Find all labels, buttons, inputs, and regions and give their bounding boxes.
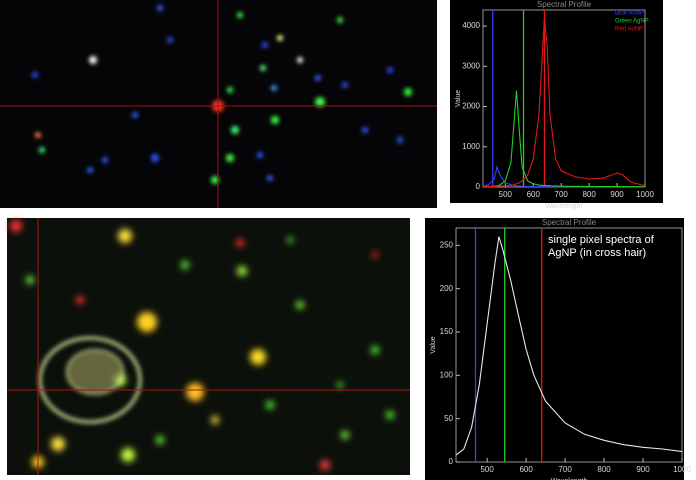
x-tick-label: 900: [610, 190, 624, 199]
particle: [137, 312, 157, 332]
annotation: single pixel spectra of: [548, 234, 655, 246]
y-tick-label: 0: [449, 457, 454, 466]
y-tick-label: 200: [440, 284, 454, 293]
particle: [397, 137, 403, 143]
y-axis-label: Value: [430, 336, 437, 353]
particle: [362, 127, 368, 133]
particle: [337, 382, 343, 388]
particle: [257, 152, 263, 158]
particle: [297, 57, 303, 63]
particle: [404, 88, 412, 96]
x-tick-label: 900: [636, 465, 650, 474]
micrograph-bottom: [7, 218, 410, 475]
y-tick-label: 100: [440, 370, 454, 379]
y-tick-label: 4000: [462, 21, 480, 30]
legend-entry: Red AuNP: [615, 27, 643, 33]
particle: [102, 157, 108, 163]
x-tick-label: 1000: [636, 190, 654, 199]
spectrum-line: [483, 17, 646, 188]
particle: [342, 82, 348, 88]
x-tick-label: 800: [582, 190, 596, 199]
particle: [386, 411, 394, 419]
plot-frame: [455, 227, 683, 463]
particle: [260, 65, 266, 71]
x-tick-label: 600: [527, 190, 541, 199]
particle: [181, 261, 189, 269]
particle: [89, 56, 97, 64]
particle: [227, 87, 233, 93]
particles-bottom: [10, 220, 394, 470]
spectrum-line: [455, 236, 683, 456]
particle: [151, 154, 159, 162]
x-tick-label: 700: [558, 465, 572, 474]
particle: [315, 97, 325, 107]
chart-panel: [450, 0, 663, 203]
particle: [372, 252, 378, 258]
particle-ring: [38, 336, 142, 424]
particle: [341, 431, 349, 439]
particle-ring: [65, 348, 125, 396]
particle: [277, 35, 283, 41]
chart-title: Spectral Profile: [542, 218, 597, 227]
legend-entry: Blue AuNP: [615, 11, 644, 17]
particle: [121, 448, 135, 462]
particle: [10, 220, 22, 232]
particle: [387, 67, 393, 73]
x-tick-label: 500: [499, 190, 513, 199]
particle: [132, 112, 138, 118]
x-tick-label: 800: [597, 465, 611, 474]
y-tick-label: 0: [476, 182, 481, 191]
particle: [211, 176, 219, 184]
particle: [315, 75, 321, 81]
particle: [296, 301, 304, 309]
spectrum-line: [482, 90, 646, 188]
chart-title: Spectral Profile: [537, 0, 592, 9]
annotation: AgNP (in cross hair): [548, 247, 646, 259]
particle: [266, 401, 274, 409]
particle: [287, 237, 293, 243]
x-tick-label: 600: [519, 465, 533, 474]
y-tick-label: 150: [440, 327, 454, 336]
particle: [226, 154, 234, 162]
particle: [237, 12, 243, 18]
particle: [157, 5, 163, 11]
particle: [211, 416, 219, 424]
particle: [32, 72, 38, 78]
y-tick-label: 250: [440, 240, 454, 249]
y-tick-label: 3000: [462, 61, 480, 70]
particle: [186, 383, 204, 401]
particle: [231, 126, 239, 134]
particle: [26, 276, 34, 284]
particle: [250, 349, 266, 365]
x-tick-label: 1000: [673, 465, 691, 474]
particle: [271, 85, 277, 91]
particles-top: [32, 5, 412, 184]
y-axis-label: Value: [455, 90, 462, 107]
particle: [262, 42, 268, 48]
particle: [236, 239, 244, 247]
particle: [156, 436, 164, 444]
particle: [237, 266, 247, 276]
particle: [337, 17, 343, 23]
particle: [320, 460, 330, 470]
particle: [51, 437, 65, 451]
particle: [39, 147, 45, 153]
particle: [267, 175, 273, 181]
particle: [167, 37, 173, 43]
x-tick-label: 500: [480, 465, 494, 474]
legend-entry: Green AgNP: [615, 19, 649, 25]
particle: [371, 346, 379, 354]
x-axis-label: Wavelength: [546, 203, 583, 210]
particle: [76, 296, 84, 304]
particle: [87, 167, 93, 173]
y-tick-label: 1000: [462, 142, 480, 151]
x-axis-label: Wavelength: [551, 478, 588, 480]
x-tick-label: 700: [555, 190, 569, 199]
y-tick-label: 50: [444, 414, 453, 423]
particle: [271, 116, 279, 124]
y-tick-label: 2000: [462, 102, 480, 111]
particle: [35, 132, 41, 138]
particle: [118, 229, 132, 243]
